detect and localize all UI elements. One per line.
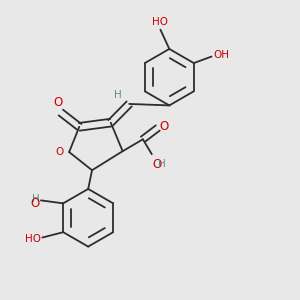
Text: O: O: [30, 197, 39, 210]
Text: HO: HO: [152, 17, 168, 27]
Text: O: O: [153, 158, 162, 171]
Text: H: H: [114, 90, 122, 100]
Text: O: O: [160, 120, 169, 133]
Text: O: O: [53, 96, 62, 109]
Text: H: H: [32, 194, 39, 204]
Text: O: O: [55, 147, 63, 157]
Text: OH: OH: [213, 50, 230, 60]
Text: HO: HO: [25, 234, 41, 244]
Text: H: H: [158, 159, 166, 169]
